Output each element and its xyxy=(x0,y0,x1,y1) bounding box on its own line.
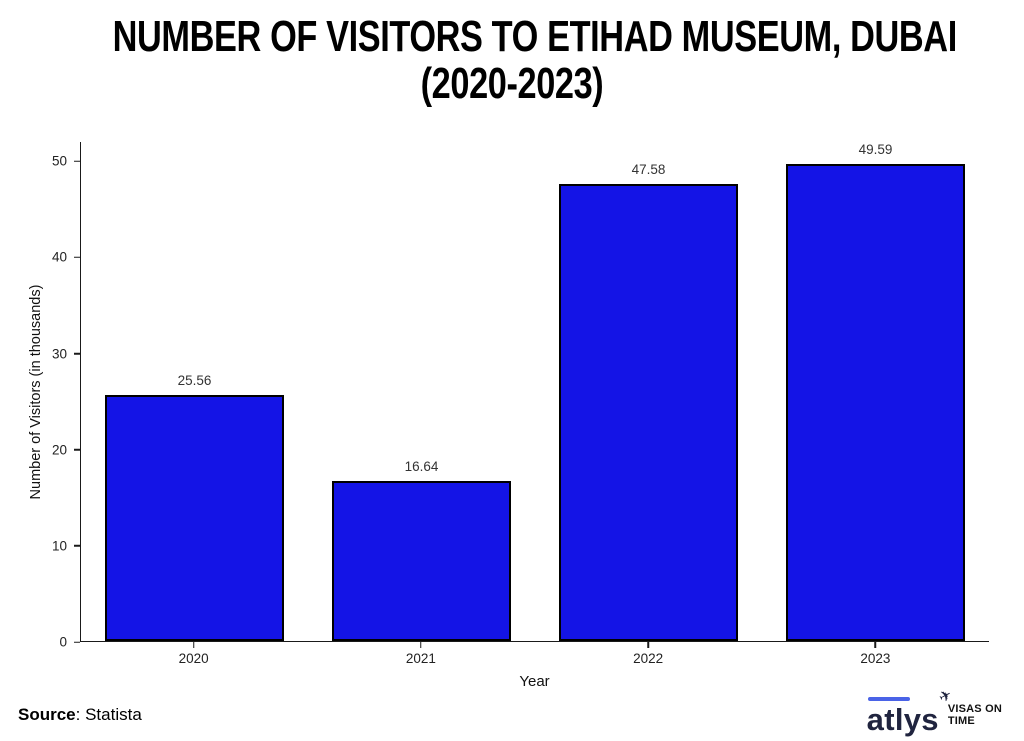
plot-area: 25.56 16.64 47.58 49.59 xyxy=(80,142,989,642)
y-tick-mark xyxy=(74,448,80,451)
x-tick-mark xyxy=(647,642,649,648)
bar-slot: 25.56 xyxy=(81,142,308,641)
y-tick-mark xyxy=(74,545,80,547)
x-tick-mark xyxy=(420,642,422,648)
brand-wrap: ✈ atlys xyxy=(866,686,956,737)
source-label: Source xyxy=(18,705,76,724)
bar-slot: 16.64 xyxy=(308,142,535,641)
bar-2020 xyxy=(104,395,285,641)
y-tick-label: 30 xyxy=(51,346,67,362)
footer: Source: Statista ✈ atlys VISAS ON TIME xyxy=(0,686,1024,737)
x-axis-label: Year xyxy=(519,673,550,690)
title-line-1: NUMBER OF VISITORS TO ETIHAD MUSEUM, DUB… xyxy=(112,12,958,61)
tagline-line-1: VISAS ON xyxy=(947,702,1002,715)
tagline-line-2: TIME xyxy=(947,715,975,727)
y-tick-label: 0 xyxy=(59,634,67,650)
y-tick-mark xyxy=(74,641,80,643)
y-tick-mark xyxy=(74,160,80,162)
y-tick-label: 50 xyxy=(51,153,67,169)
brand-name: atlys xyxy=(866,702,939,737)
x-tick-label: 2022 xyxy=(535,642,762,666)
y-tick-mark xyxy=(74,256,80,259)
y-axis: 0 10 20 30 40 50 xyxy=(26,142,80,650)
y-tick-label: 40 xyxy=(51,249,67,265)
x-tick-label: 2020 xyxy=(80,642,307,666)
bar-value-label: 49.59 xyxy=(858,142,893,158)
y-tick-mark xyxy=(74,352,80,355)
y-tick-label: 20 xyxy=(51,442,67,458)
bar-2021 xyxy=(331,481,512,641)
bar-2023 xyxy=(785,164,966,641)
x-tick-label: 2023 xyxy=(762,642,989,666)
source-value: : Statista xyxy=(75,705,142,724)
x-tick-label: 2021 xyxy=(307,642,534,666)
logo-tagline: VISAS ON TIME xyxy=(948,703,1002,728)
bar-value-label: 47.58 xyxy=(631,161,666,177)
source-note: Source: Statista xyxy=(18,705,142,725)
bar-2022 xyxy=(558,183,739,641)
atlys-logo: ✈ atlys VISAS ON TIME xyxy=(866,686,1002,737)
bar-slot: 49.59 xyxy=(762,142,989,641)
x-axis-labels: 2020 2021 2022 2023 xyxy=(80,642,989,666)
title-line-2: (2020-2023) xyxy=(420,58,604,108)
x-tick-mark xyxy=(874,642,877,648)
bar-slot: 47.58 xyxy=(535,142,762,641)
bar-value-label: 25.56 xyxy=(177,373,212,389)
logo-accent-line xyxy=(867,697,910,701)
bar-value-label: 16.64 xyxy=(404,459,439,474)
y-tick-label: 10 xyxy=(51,538,67,554)
page-title: NUMBER OF VISITORS TO ETIHAD MUSEUM, DUB… xyxy=(0,12,1024,108)
bar-chart: Number of Visitors (in thousands) 0 10 20 3… xyxy=(28,142,989,690)
x-tick-mark xyxy=(192,642,195,648)
